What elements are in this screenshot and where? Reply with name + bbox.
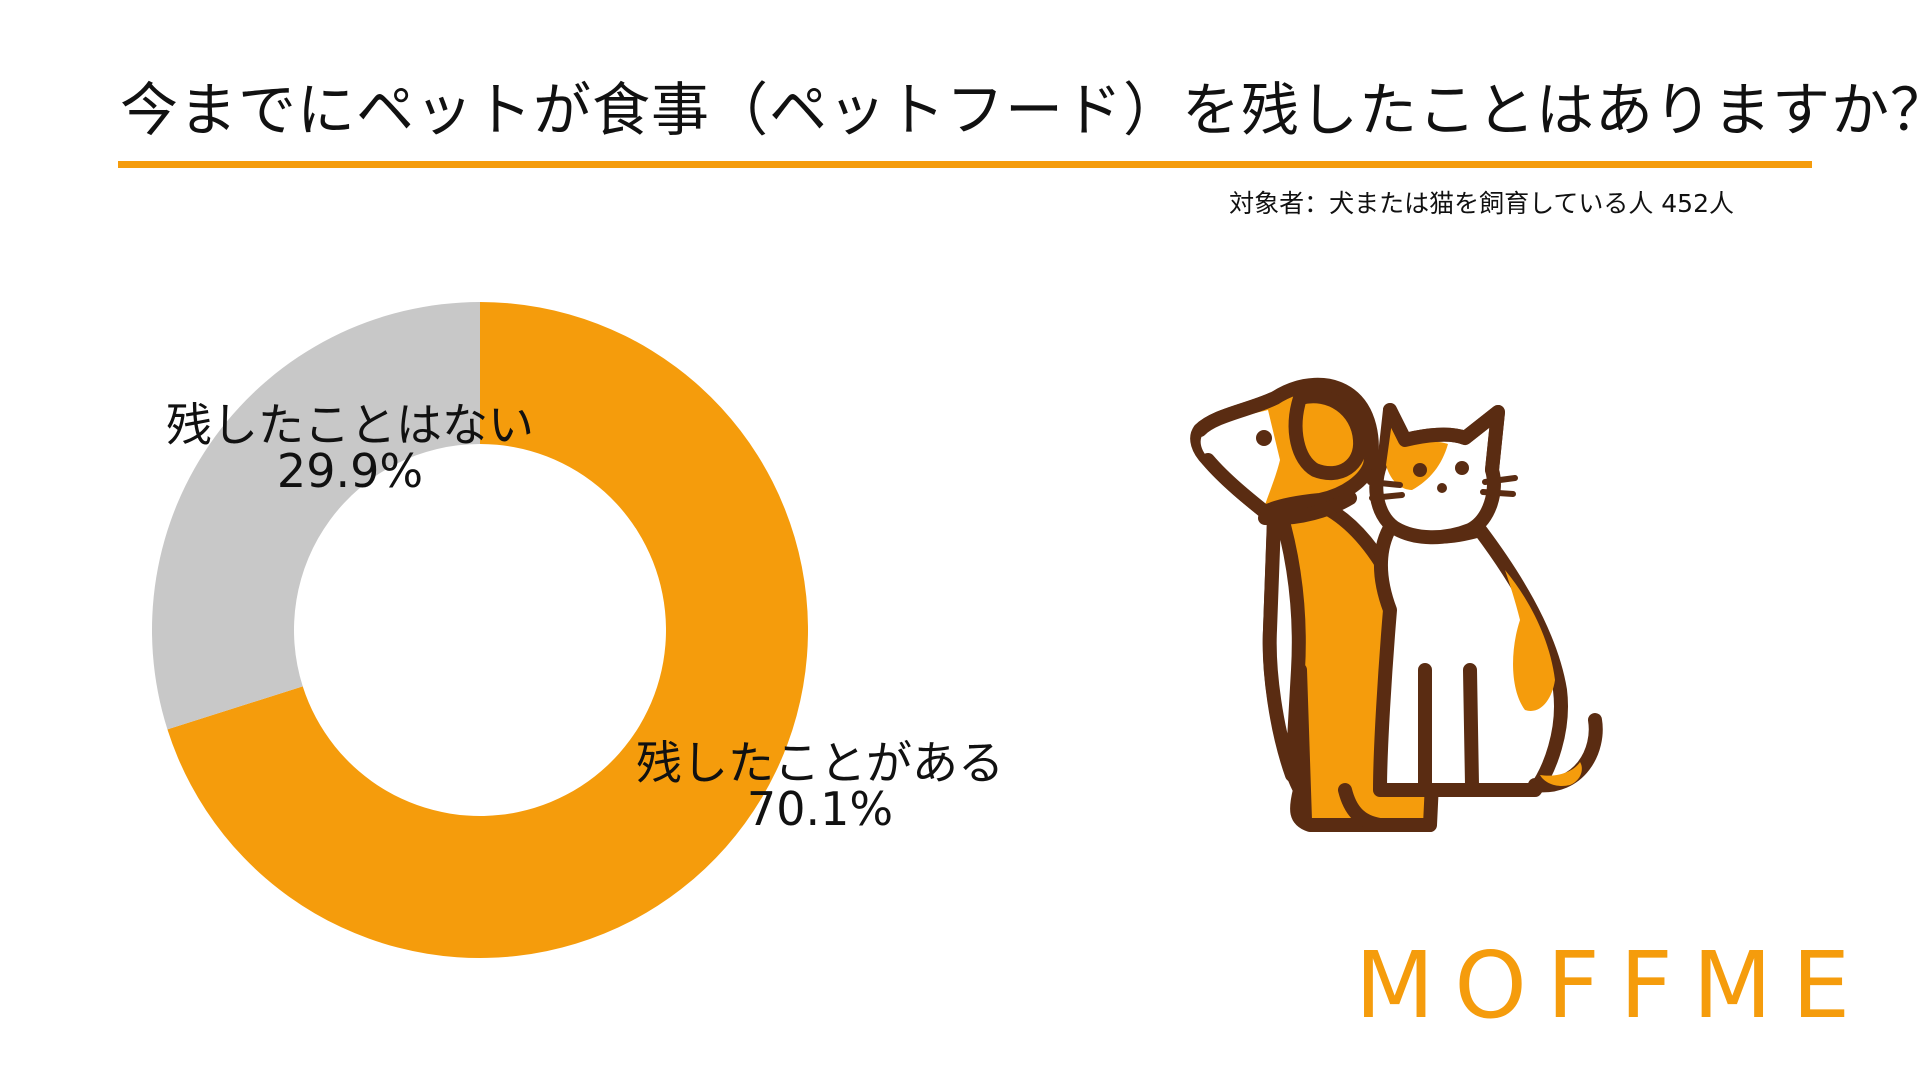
chart-title: 今までにペットが食事（ペットフード）を残したことはありますか？	[120, 76, 1920, 144]
donut-slice-1	[151, 302, 480, 730]
slice-label-has-left: 残したことがある 70.1%	[600, 740, 1040, 832]
slice-value-text: 70.1%	[746, 782, 894, 836]
donut-chart	[151, 302, 808, 958]
slice-label-text: 残したことはない	[166, 398, 534, 452]
slice-label-text: 残したことがある	[636, 736, 1004, 790]
cat-illustration	[1367, 403, 1603, 797]
slice-label-never-left: 残したことはない 29.9%	[140, 402, 560, 494]
dog-and-cat-icon	[1190, 377, 1603, 832]
slice-value-text: 29.9%	[276, 444, 424, 498]
survey-target-note: 対象者：犬または猫を飼育している人 452人	[1229, 189, 1734, 218]
donut-slice-0	[167, 302, 808, 958]
moffme-logo: MOFFME	[1355, 932, 1871, 1039]
title-underline	[118, 161, 1812, 168]
